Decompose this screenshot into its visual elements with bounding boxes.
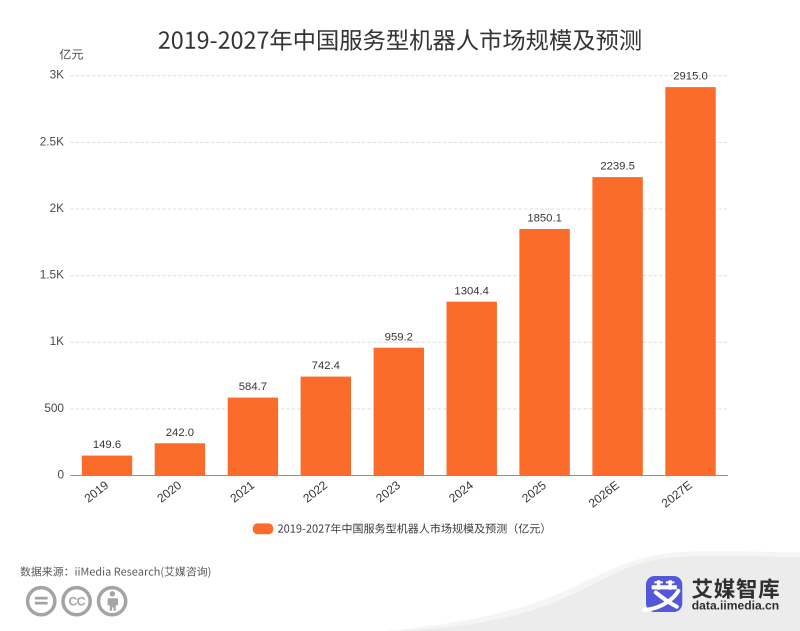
svg-text:2K: 2K bbox=[50, 201, 65, 215]
svg-text:2021: 2021 bbox=[227, 478, 257, 506]
svg-text:CC: CC bbox=[69, 594, 86, 608]
svg-text:3K: 3K bbox=[50, 68, 65, 82]
svg-text:2.5K: 2.5K bbox=[40, 134, 64, 148]
svg-text:742.4: 742.4 bbox=[312, 360, 340, 372]
svg-text:1.5K: 1.5K bbox=[40, 268, 64, 282]
svg-text:2027E: 2027E bbox=[659, 478, 695, 510]
svg-text:1K: 1K bbox=[50, 334, 65, 348]
svg-text:500: 500 bbox=[44, 401, 64, 415]
svg-text:2022: 2022 bbox=[300, 478, 330, 506]
svg-text:0: 0 bbox=[57, 467, 64, 481]
svg-text:2026E: 2026E bbox=[586, 478, 622, 510]
svg-text:2024: 2024 bbox=[446, 478, 476, 506]
svg-text:2025: 2025 bbox=[519, 478, 549, 506]
svg-text:data.iimedia.cn: data.iimedia.cn bbox=[692, 598, 779, 612]
svg-text:2023: 2023 bbox=[373, 478, 403, 506]
svg-text:959.2: 959.2 bbox=[385, 331, 413, 343]
svg-text:242.0: 242.0 bbox=[166, 427, 194, 439]
svg-text:2239.5: 2239.5 bbox=[600, 161, 635, 173]
svg-text:2020: 2020 bbox=[154, 478, 184, 506]
svg-text:2915.0: 2915.0 bbox=[673, 71, 708, 83]
svg-text:1304.4: 1304.4 bbox=[454, 285, 489, 297]
svg-text:1850.1: 1850.1 bbox=[527, 213, 562, 225]
svg-text:2019: 2019 bbox=[82, 478, 112, 506]
svg-text:584.7: 584.7 bbox=[239, 381, 267, 393]
svg-text:149.6: 149.6 bbox=[93, 439, 121, 451]
